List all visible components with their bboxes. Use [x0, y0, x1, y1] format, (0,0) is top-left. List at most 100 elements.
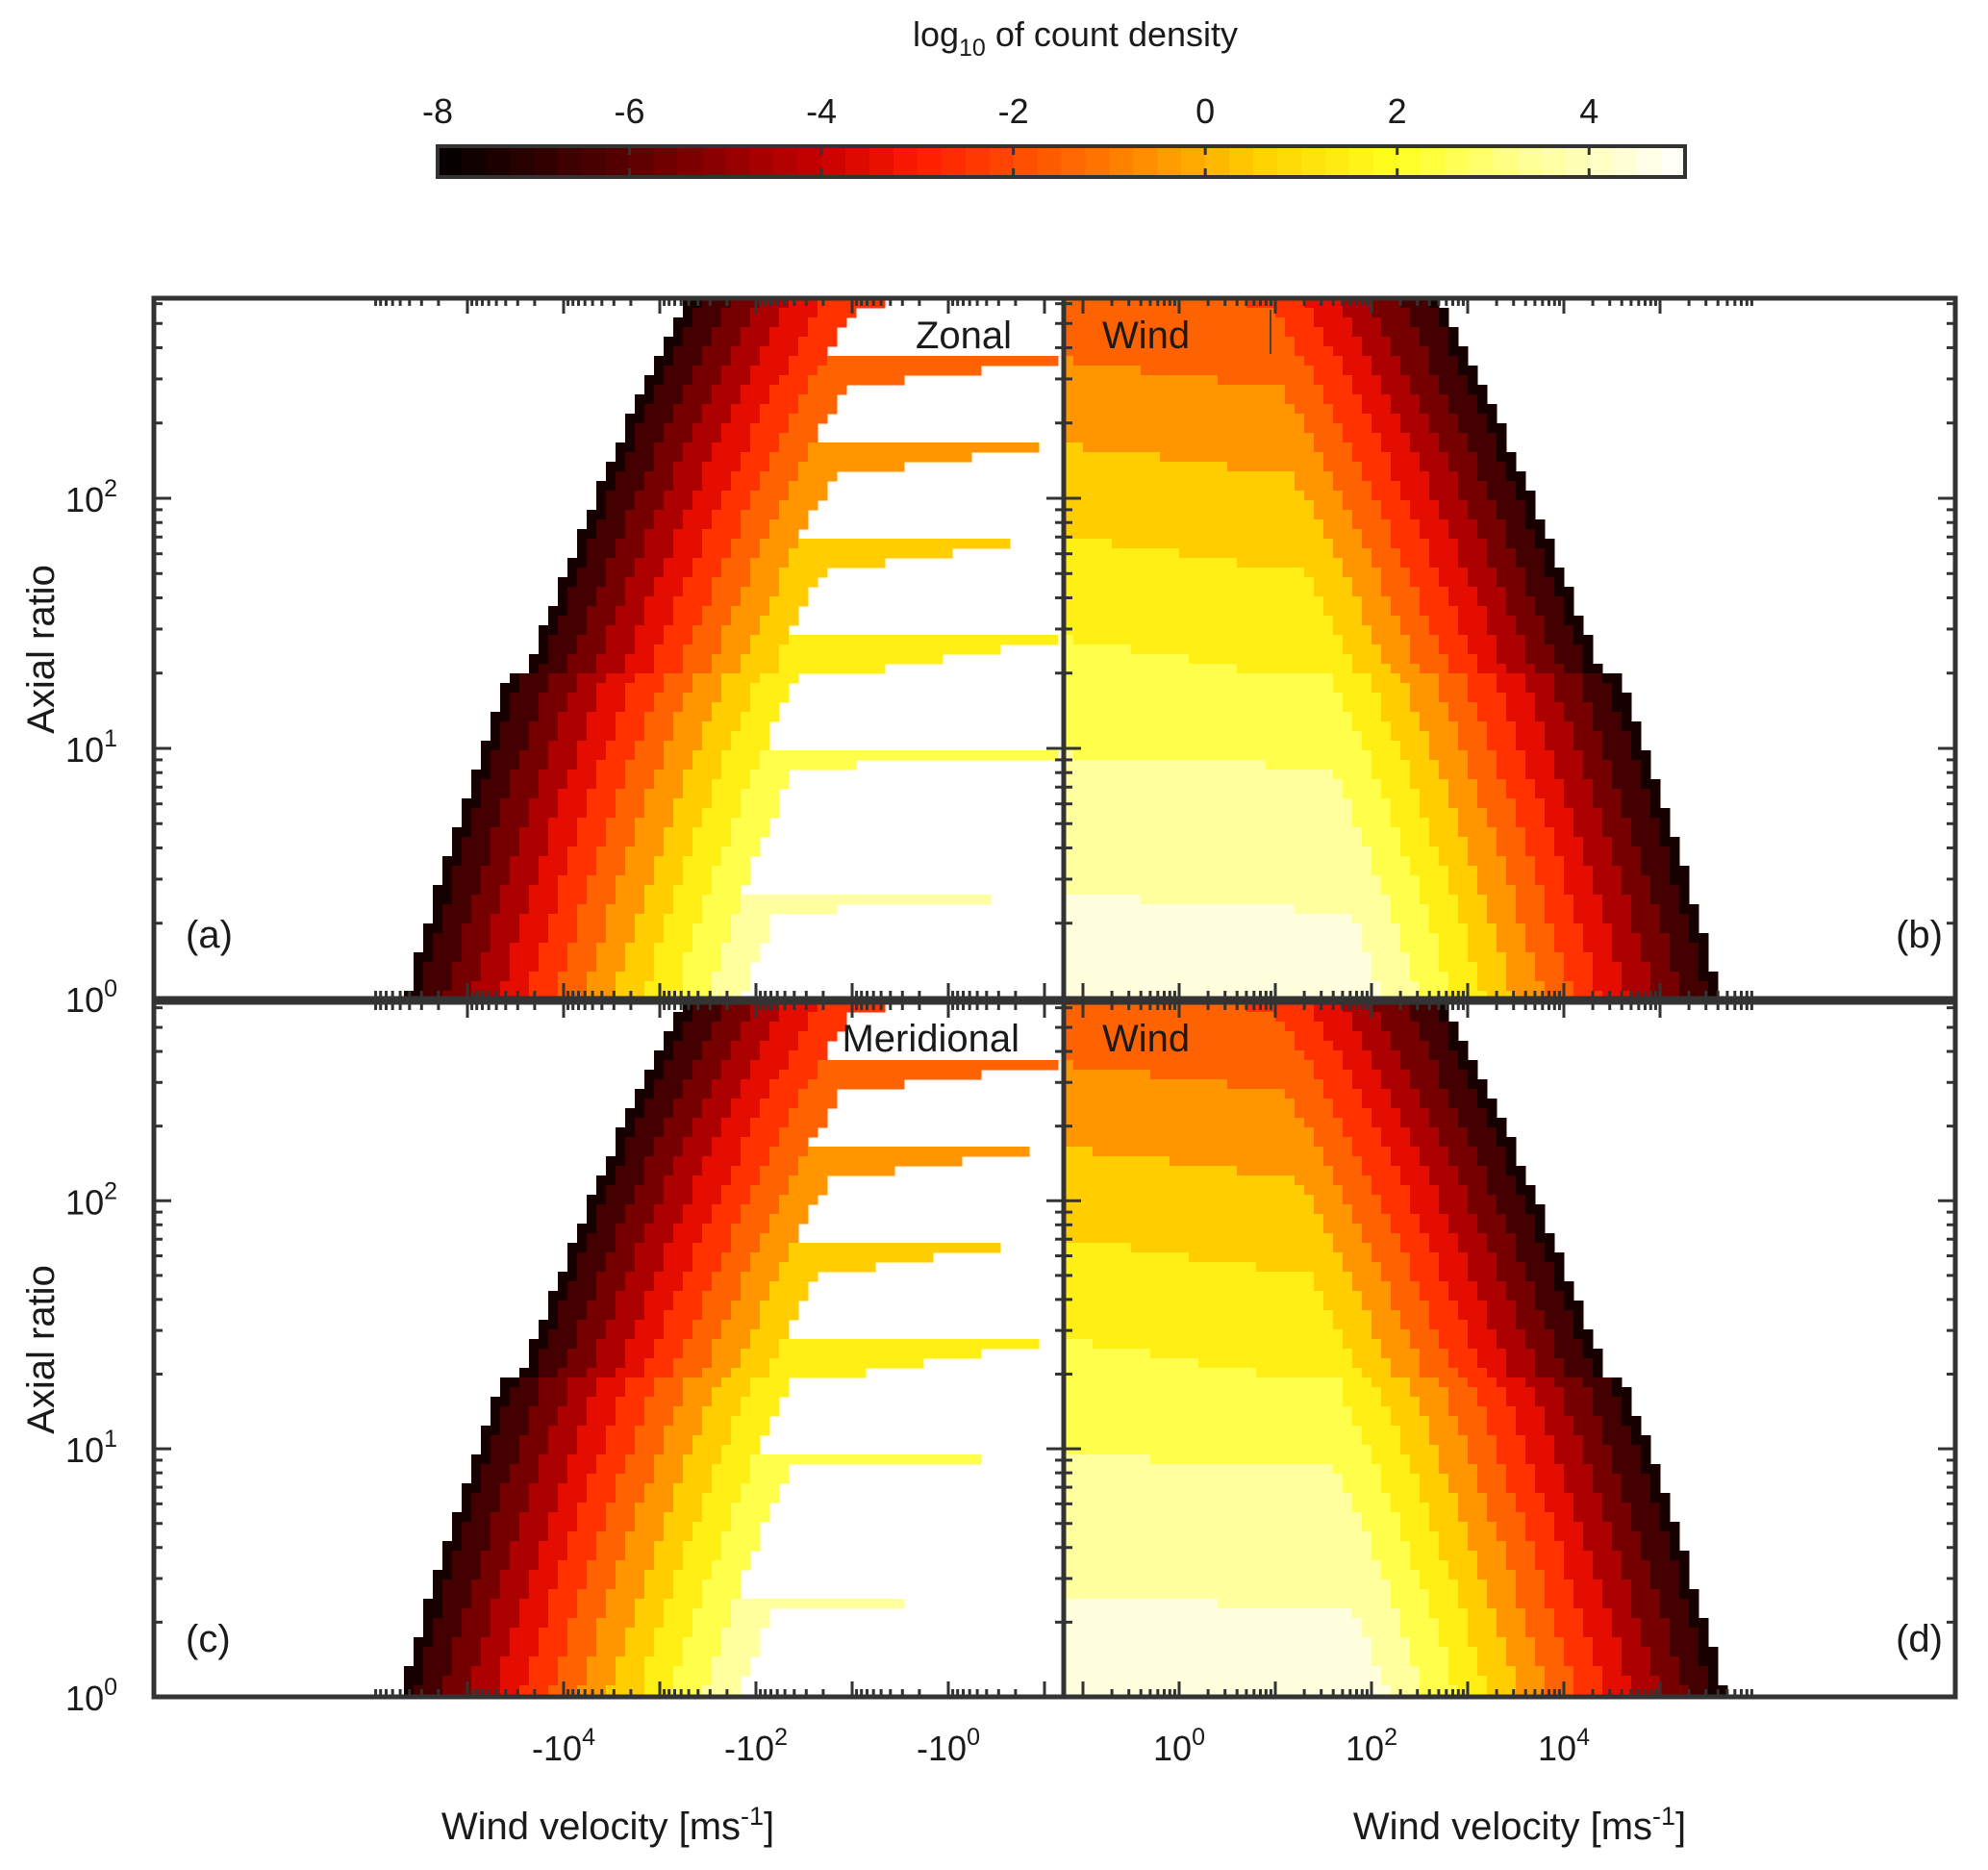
- density-band: [1391, 1281, 1421, 1292]
- density-band: [1477, 1656, 1507, 1667]
- density-band: [1073, 750, 1372, 761]
- density-band: [769, 1281, 809, 1292]
- density-band: [789, 481, 828, 492]
- density-band: [1641, 1454, 1651, 1465]
- density-band: [741, 1022, 770, 1032]
- density-band: [1064, 1002, 1247, 1013]
- density-band: [1362, 1089, 1392, 1099]
- density-band: [1304, 1118, 1344, 1128]
- density-band: [1477, 885, 1517, 896]
- density-band: [1362, 346, 1392, 357]
- density-band: [625, 1464, 655, 1475]
- colorbar-tick-label: 2: [1388, 91, 1407, 131]
- density-band: [519, 837, 549, 847]
- density-band: [1448, 519, 1478, 530]
- density-band: [673, 712, 713, 722]
- density-band: [1362, 1166, 1401, 1176]
- density-band: [1439, 1445, 1469, 1455]
- density-band: [1323, 519, 1353, 530]
- density-band: [491, 847, 520, 857]
- density-band: [1420, 1224, 1449, 1234]
- density-band: [519, 760, 549, 771]
- density-band: [616, 606, 645, 617]
- density-band: [539, 1387, 568, 1398]
- density-band: [1352, 721, 1392, 732]
- density-band: [1448, 1214, 1478, 1225]
- density-band: [1064, 818, 1353, 828]
- density-band: [1420, 808, 1459, 819]
- density-band: [635, 1599, 665, 1609]
- density-band: [1410, 500, 1440, 511]
- density-band: [1583, 1628, 1613, 1638]
- density-band: [1064, 1272, 1315, 1282]
- density-band: [1545, 885, 1565, 896]
- density-band: [1352, 798, 1392, 809]
- density-band: [1458, 808, 1488, 819]
- density-band: [462, 1483, 482, 1494]
- density-band: [789, 1108, 828, 1119]
- density-band: [625, 1637, 655, 1648]
- density-band: [1439, 1070, 1469, 1080]
- density-band: [1468, 1262, 1497, 1273]
- density-band: [500, 1685, 520, 1696]
- density-band: [750, 635, 790, 645]
- density-band: [1564, 798, 1594, 809]
- density-band: [500, 1387, 511, 1398]
- density-band: [683, 770, 722, 780]
- density-band: [1545, 1426, 1574, 1436]
- density-band: [1439, 673, 1469, 684]
- density-band: [683, 1637, 722, 1648]
- density-band: [1410, 1002, 1440, 1013]
- density-band: [1699, 1628, 1709, 1638]
- density-band: [673, 1483, 713, 1494]
- density-band: [500, 808, 530, 819]
- density-band: [1420, 875, 1449, 886]
- density-band: [1497, 568, 1526, 578]
- density-band: [644, 1291, 674, 1301]
- density-band: [1487, 1406, 1517, 1417]
- density-band: [1622, 1656, 1651, 1667]
- density-band: [587, 972, 617, 982]
- density-band: [1439, 500, 1469, 511]
- density-band: [731, 606, 770, 617]
- density-band: [1391, 818, 1430, 828]
- density-band: [558, 1416, 588, 1427]
- density-band: [606, 1156, 626, 1167]
- density-band: [1064, 1204, 1315, 1215]
- density-band: [1497, 1522, 1526, 1532]
- density-band: [1391, 1147, 1421, 1157]
- density-band: [596, 654, 626, 665]
- density-band: [1458, 827, 1497, 838]
- density-band: [1631, 1589, 1661, 1600]
- density-band: [1468, 1195, 1497, 1205]
- density-band: [1439, 1339, 1469, 1350]
- density-band: [1333, 471, 1363, 482]
- density-band: [1064, 1089, 1286, 1099]
- density-band: [442, 914, 472, 924]
- density-band: [1439, 1531, 1469, 1542]
- density-band: [510, 1628, 540, 1638]
- colorbar-cell: [773, 146, 798, 177]
- density-band: [1497, 635, 1526, 645]
- density-band: [1525, 1512, 1555, 1523]
- density-band: [1650, 1493, 1671, 1504]
- density-band: [1670, 866, 1690, 876]
- density-band: [1631, 1522, 1661, 1532]
- density-band: [1497, 933, 1526, 944]
- density-band: [529, 664, 540, 674]
- density-band: [635, 1118, 665, 1128]
- density-band: [529, 1349, 540, 1359]
- density-band: [1497, 1262, 1526, 1273]
- density-band: [1352, 442, 1382, 453]
- density-band: [606, 491, 636, 501]
- density-band: [1429, 1512, 1459, 1523]
- density-band: [644, 539, 674, 549]
- density-band: [1641, 779, 1661, 790]
- density-band: [1641, 1628, 1671, 1638]
- density-band: [721, 1320, 761, 1330]
- density-band: [1487, 1243, 1517, 1253]
- density-band: [664, 366, 693, 376]
- density-band: [1660, 1589, 1680, 1600]
- density-band: [1064, 539, 1113, 549]
- density-band: [1612, 1445, 1642, 1455]
